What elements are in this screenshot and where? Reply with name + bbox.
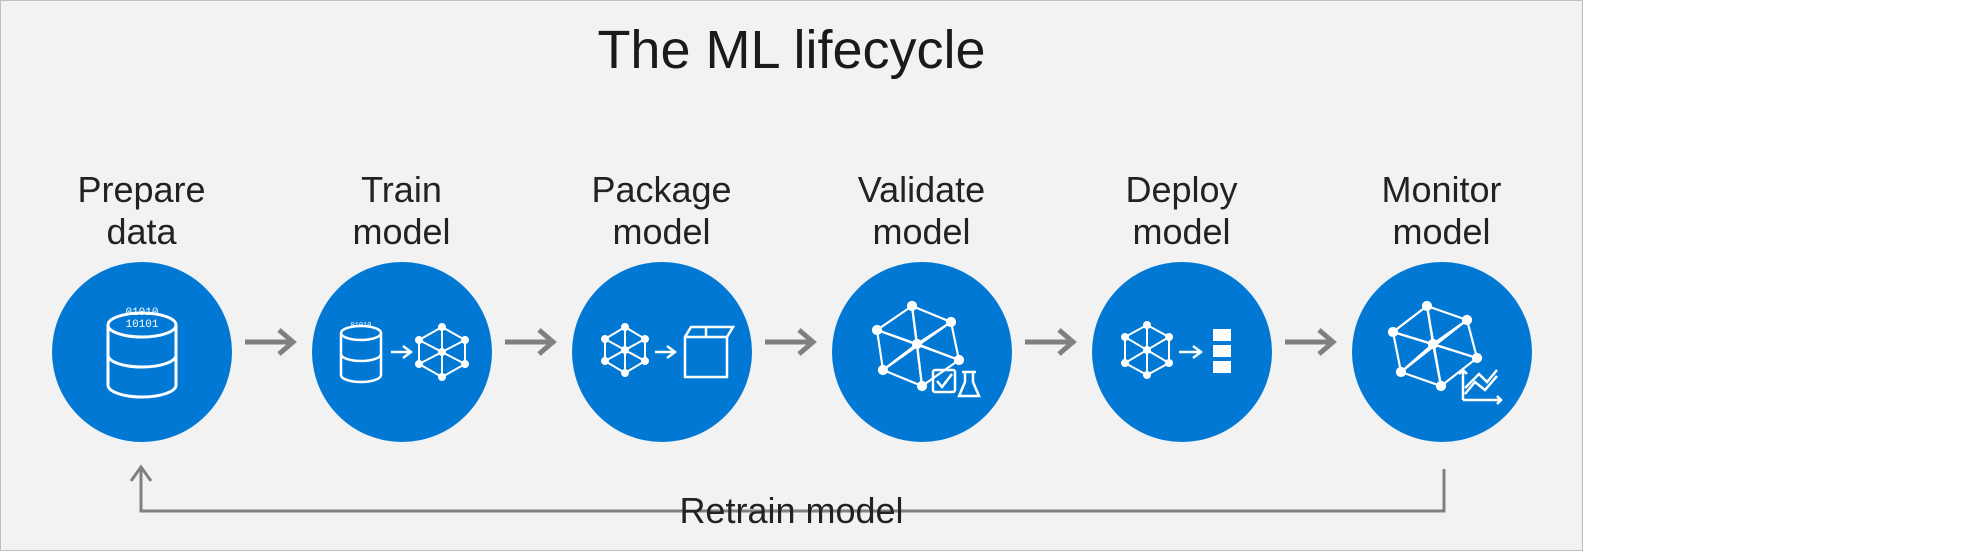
step-train: Train model 01010 [309, 169, 494, 442]
step-circle: 01010 10101 [52, 262, 232, 442]
svg-text:01010: 01010 [125, 307, 158, 319]
net-check-beaker-icon [847, 292, 997, 412]
steps-row: Prepare data 01010 10101 Train model [49, 89, 1534, 522]
step-circle [1352, 262, 1532, 442]
step-circle [1092, 262, 1272, 442]
svg-text:01010: 01010 [350, 322, 371, 330]
step-validate: Validate model [829, 169, 1014, 442]
step-label: Monitor model [1381, 169, 1501, 252]
arrow-icon [241, 325, 303, 359]
db-to-net-icon: 01010 [327, 297, 477, 407]
step-circle [572, 262, 752, 442]
database-icon: 01010 10101 [92, 297, 192, 407]
step-label: Train model [352, 169, 450, 252]
arrow-icon [501, 325, 563, 359]
arrow-icon [761, 325, 823, 359]
diagram-title: The ML lifecycle [49, 19, 1534, 81]
step-label: Deploy model [1125, 169, 1237, 252]
net-to-box-icon [587, 297, 737, 407]
svg-text:10101: 10101 [125, 319, 158, 331]
step-circle [832, 262, 1012, 442]
step-label: Validate model [858, 169, 985, 252]
step-prepare: Prepare data 01010 10101 [49, 169, 234, 442]
ml-lifecycle-diagram: The ML lifecycle Prepare data 01010 1010… [0, 0, 1583, 551]
step-monitor: Monitor model [1349, 169, 1534, 442]
step-label: Prepare data [77, 169, 205, 252]
step-circle: 01010 [312, 262, 492, 442]
net-chart-icon [1367, 292, 1517, 412]
step-label: Package model [591, 169, 731, 252]
arrow-icon [1021, 325, 1083, 359]
step-deploy: Deploy model [1089, 169, 1274, 442]
net-to-stack-icon [1107, 297, 1257, 407]
step-package: Package model [569, 169, 754, 442]
arrow-icon [1281, 325, 1343, 359]
